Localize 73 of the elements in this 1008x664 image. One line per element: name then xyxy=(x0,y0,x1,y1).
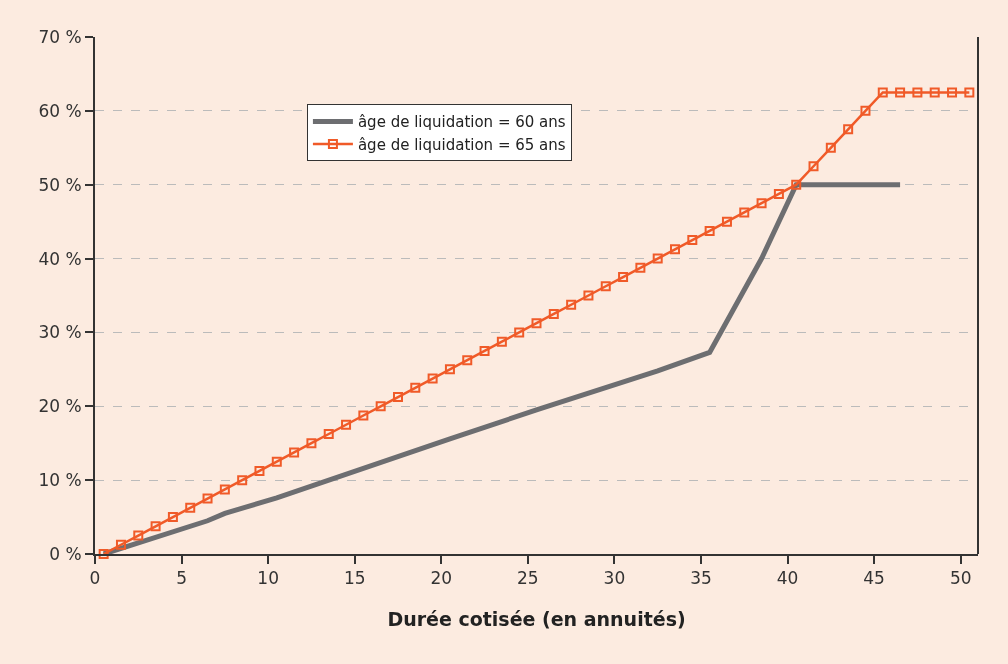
x-tick-label: 45 xyxy=(863,568,885,589)
point xyxy=(150,521,161,532)
point xyxy=(895,87,906,98)
point xyxy=(133,530,144,541)
point xyxy=(566,299,577,310)
point xyxy=(929,87,940,98)
x-tick-label: 20 xyxy=(430,568,453,589)
point xyxy=(756,198,767,209)
point xyxy=(548,308,559,319)
x-tick-label: 25 xyxy=(517,568,539,589)
point xyxy=(479,345,490,356)
y-tick-label: 20 % xyxy=(38,396,82,417)
point xyxy=(254,465,265,476)
x-tick-label: 0 xyxy=(89,568,101,589)
point xyxy=(427,373,438,384)
y-tick-label: 10 % xyxy=(38,470,82,491)
point xyxy=(392,392,403,403)
y-tick-label: 30 % xyxy=(38,322,82,343)
point xyxy=(652,253,663,264)
point xyxy=(773,188,784,199)
x-tick-label: 50 xyxy=(949,568,972,589)
y-tick-label: 0 % xyxy=(49,543,82,564)
point xyxy=(964,87,975,98)
point xyxy=(341,419,352,430)
x-tick-label: 15 xyxy=(343,568,366,589)
y-tick-label: 70 % xyxy=(38,26,82,47)
point xyxy=(289,447,300,458)
point xyxy=(410,382,421,393)
point xyxy=(947,87,958,98)
point xyxy=(687,235,698,246)
point xyxy=(167,512,178,523)
point xyxy=(618,272,629,283)
point xyxy=(323,428,334,439)
point xyxy=(115,539,126,550)
point xyxy=(514,327,525,338)
point xyxy=(583,290,594,301)
point xyxy=(98,549,109,559)
point xyxy=(912,87,923,98)
point xyxy=(739,207,750,218)
point xyxy=(791,179,802,190)
y-tick-label: 60 % xyxy=(38,100,82,121)
x-axis-title: Durée cotisée (en annuités) xyxy=(387,607,686,630)
legend-label: âge de liquidation = 60 ans xyxy=(357,113,566,132)
point xyxy=(375,401,386,412)
point xyxy=(670,244,681,255)
point xyxy=(271,456,282,467)
x-tick-label: 35 xyxy=(690,568,712,589)
point xyxy=(358,410,369,421)
point xyxy=(808,161,819,172)
point xyxy=(185,502,196,513)
x-tick-label: 40 xyxy=(776,568,799,589)
x-tick-label: 5 xyxy=(176,568,187,589)
point xyxy=(704,225,715,236)
x-tick-label: 10 xyxy=(257,568,279,589)
point xyxy=(877,87,888,98)
point xyxy=(600,281,611,292)
legend-label: âge de liquidation = 65 ans xyxy=(357,135,566,154)
point xyxy=(825,142,836,153)
x-tick-label: 30 xyxy=(603,568,626,589)
point xyxy=(721,216,732,227)
y-tick-label: 40 % xyxy=(38,248,82,269)
point xyxy=(843,124,854,135)
point xyxy=(202,493,213,504)
point xyxy=(306,438,317,449)
point xyxy=(496,336,507,347)
y-tick-label: 50 % xyxy=(38,174,82,195)
point xyxy=(860,105,871,116)
point xyxy=(531,318,542,329)
point xyxy=(219,484,230,495)
point xyxy=(237,475,248,486)
point xyxy=(444,364,455,375)
point xyxy=(635,262,646,273)
point xyxy=(462,355,473,366)
